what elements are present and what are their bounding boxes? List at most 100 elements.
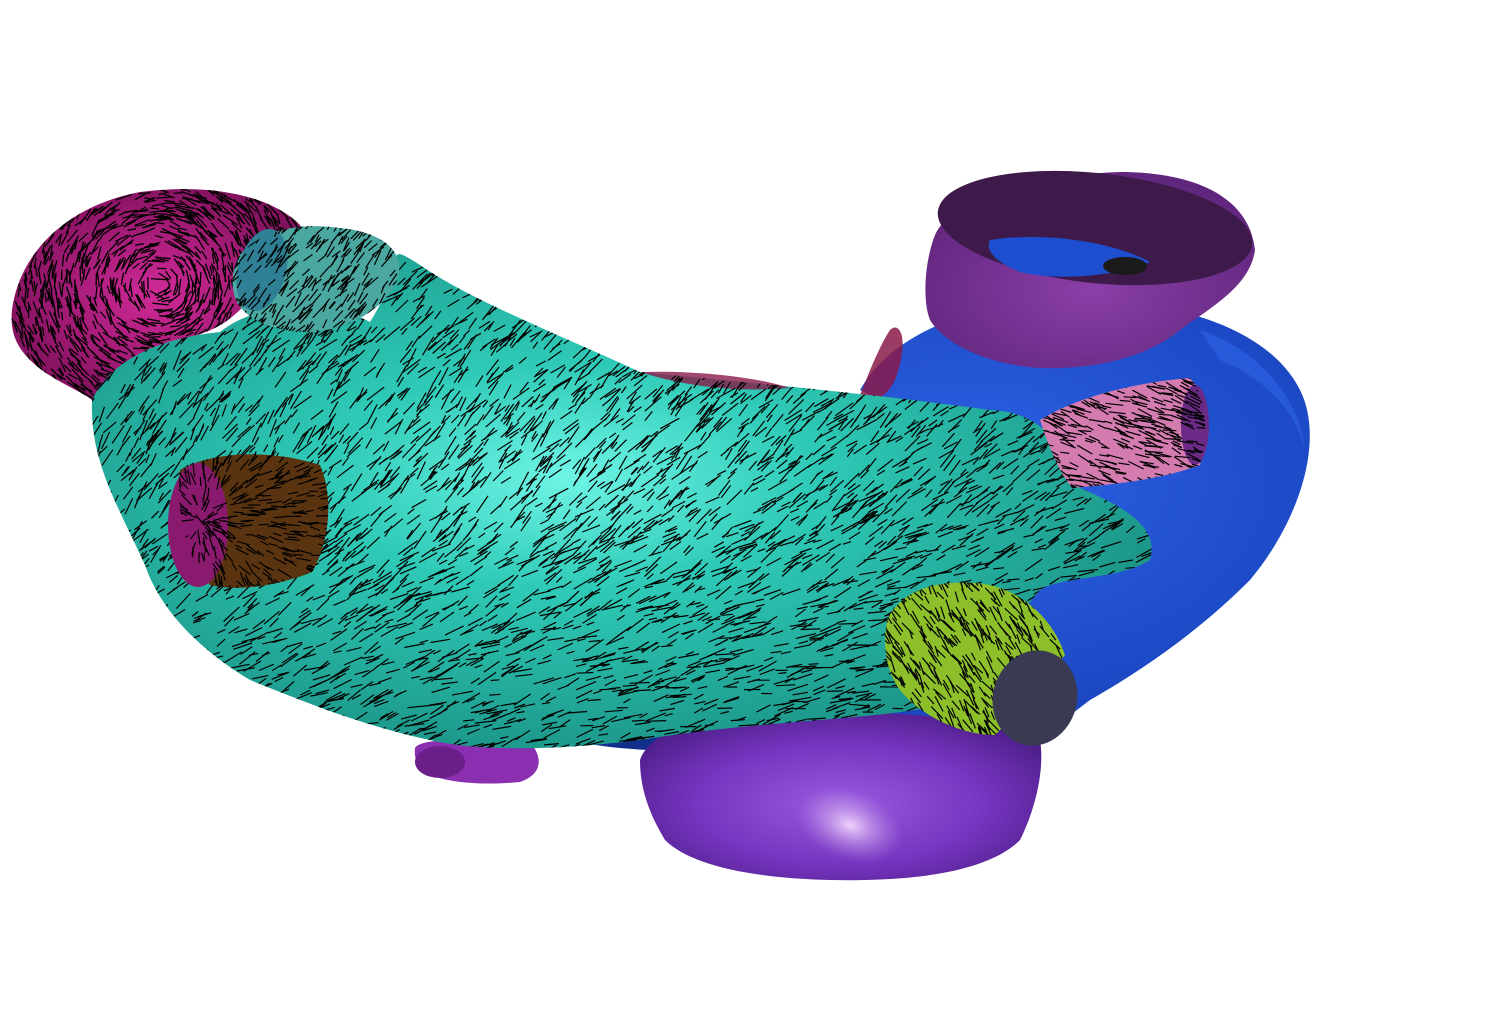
fiber-stroke — [148, 339, 160, 342]
fiber-stroke — [997, 530, 1006, 535]
fiber-stroke — [505, 366, 514, 373]
fiber-stroke — [584, 447, 596, 460]
fiber-stroke — [463, 435, 477, 446]
fiber-stroke — [704, 382, 718, 401]
fiber-stroke — [187, 725, 200, 733]
fiber-stroke — [337, 355, 357, 368]
fiber-stroke — [256, 338, 265, 353]
fiber-stroke — [753, 290, 763, 298]
inferior-vena-cava-region[interactable] — [640, 711, 1042, 881]
fiber-stroke — [14, 348, 20, 357]
fiber-stroke — [247, 597, 258, 609]
fiber-stroke — [317, 443, 328, 456]
coronary-sinus-region[interactable] — [414, 739, 539, 784]
fiber-stroke — [384, 525, 393, 537]
fiber-stroke — [641, 434, 658, 449]
fiber-stroke — [237, 707, 253, 717]
superior-vena-cava-region[interactable] — [925, 157, 1257, 369]
fiber-stroke — [469, 430, 477, 438]
fiber-stroke — [91, 673, 107, 679]
fiber-stroke — [907, 488, 926, 500]
fiber-stroke — [471, 466, 484, 484]
fiber-stroke — [562, 602, 577, 607]
fiber-stroke — [97, 213, 115, 222]
fiber-stroke — [112, 530, 125, 544]
fiber-stroke — [66, 218, 75, 227]
fiber-stroke — [546, 601, 567, 613]
fiber-stroke — [814, 256, 829, 261]
fiber-stroke — [943, 441, 958, 450]
fiber-stroke — [49, 326, 54, 336]
fiber-stroke — [174, 204, 188, 209]
fiber-stroke — [139, 710, 161, 718]
fiber-stroke — [524, 279, 541, 296]
fiber-stroke — [586, 336, 597, 344]
fiber-stroke — [874, 703, 886, 711]
fiber-stroke — [522, 275, 535, 285]
fiber-stroke — [643, 513, 662, 525]
fiber-stroke — [367, 754, 376, 759]
fiber-stroke — [139, 262, 148, 270]
fiber-stroke — [107, 691, 121, 698]
fiber-stroke — [682, 278, 694, 283]
fiber-stroke — [434, 589, 452, 596]
fiber-stroke — [622, 604, 632, 608]
fiber-stroke — [755, 317, 777, 326]
fiber-stroke — [623, 739, 637, 743]
fiber-stroke — [177, 236, 190, 243]
fiber-stroke — [457, 444, 473, 460]
fiber-stroke — [51, 398, 67, 400]
fiber-stroke — [760, 526, 777, 540]
fiber-stroke — [653, 694, 669, 703]
fiber-stroke — [527, 249, 536, 253]
fiber-stroke — [694, 700, 706, 705]
fiber-stroke — [397, 376, 405, 387]
fiber-stroke — [951, 545, 966, 551]
fiber-stroke — [932, 406, 949, 417]
fiber-stroke — [831, 336, 844, 352]
fiber-stroke — [113, 536, 120, 545]
fiber-stroke — [56, 208, 63, 217]
fiber-stroke — [747, 566, 762, 578]
fiber-stroke — [1091, 513, 1106, 525]
fiber-stroke — [460, 237, 478, 249]
fiber-stroke — [883, 318, 893, 323]
fiber-stroke — [668, 489, 683, 506]
fiber-stroke — [1136, 538, 1146, 544]
fiber-stroke — [788, 461, 801, 472]
fiber-stroke — [599, 260, 614, 273]
fiber-stroke — [643, 613, 654, 617]
fiber-stroke — [854, 706, 871, 711]
fiber-stroke — [623, 490, 635, 502]
fiber-stroke — [758, 660, 777, 672]
fiber-stroke — [538, 606, 551, 615]
fiber-stroke — [292, 195, 297, 206]
fiber-stroke — [217, 713, 235, 721]
fiber-stroke — [600, 480, 613, 490]
fiber-stroke — [361, 655, 374, 660]
fiber-stroke — [33, 202, 38, 211]
fiber-stroke — [373, 653, 384, 660]
fiber-stroke — [11, 350, 16, 366]
fiber-stroke — [697, 622, 714, 634]
appendage-region[interactable] — [4, 180, 315, 412]
fiber-stroke — [283, 739, 300, 748]
fiber-stroke — [663, 533, 680, 543]
fiber-stroke — [876, 298, 885, 305]
fiber-stroke — [1137, 727, 1147, 730]
fiber-stroke — [691, 676, 703, 684]
fiber-stroke — [91, 228, 102, 238]
fiber-stroke — [158, 362, 166, 371]
fiber-stroke — [586, 463, 598, 478]
fiber-stroke — [27, 301, 32, 311]
fiber-stroke — [563, 327, 576, 337]
fiber-stroke — [172, 233, 184, 238]
fiber-stroke — [928, 419, 938, 427]
fiber-stroke — [456, 741, 468, 746]
fiber-stroke — [484, 584, 501, 595]
fiber-stroke — [245, 203, 255, 217]
fiber-stroke — [832, 507, 848, 518]
fiber-stroke — [700, 340, 709, 349]
